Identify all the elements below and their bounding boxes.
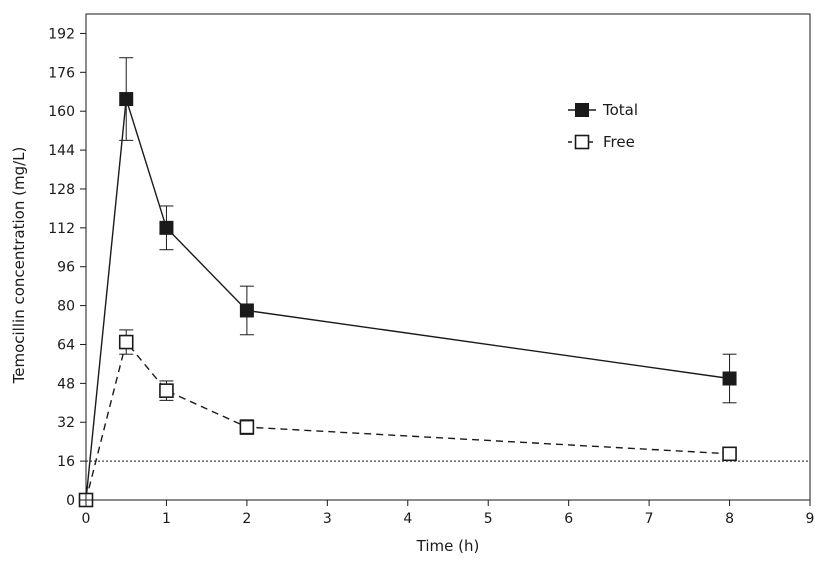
x-tick-label-3: 3 [323,511,332,527]
x-tick-label-2: 2 [242,511,251,527]
x-tick-label-4: 4 [403,511,412,527]
y-tick-label-176: 176 [48,65,75,81]
legend-marker-free [574,134,590,150]
x-tick-label-9: 9 [806,511,815,527]
legend-label-total: Total [602,101,638,119]
y-tick-label-96: 96 [57,260,75,276]
x-axis-label: Time (h) [416,537,480,555]
data-point-total [119,92,134,107]
legend-label-free: Free [603,133,635,151]
plot-frame [85,13,811,501]
series-line-free [85,340,730,501]
data-point-total [239,303,254,318]
y-tick-label-192: 192 [48,26,75,42]
axes-layer: 0 16 32 48 64 80 96 112 128 144 160 176 192 0 1 2 3 4 5 6 7 8… [48,13,815,527]
y-tick-label-32: 32 [57,415,75,431]
data-point-free [239,419,255,435]
legend: Total Free [568,101,638,151]
y-tick-label-48: 48 [57,376,75,392]
x-tick-label-7: 7 [645,511,654,527]
y-tick-label-128: 128 [48,182,75,198]
y-tick-label-160: 160 [48,104,75,120]
y-tick-label-64: 64 [57,337,75,353]
x-tick-label-0: 0 [82,511,91,527]
data-point-free [159,383,174,398]
x-tick-label-6: 6 [564,511,573,527]
data-point-free [118,334,134,350]
series-line-total [85,98,730,501]
data-point-free [722,446,737,462]
x-tick-label-1: 1 [162,511,171,527]
legend-marker-total [575,103,589,117]
data-point-total [722,371,737,386]
data-point-total [159,220,174,235]
y-tick-label-0: 0 [66,493,75,509]
y-tick-label-80: 80 [57,299,75,315]
x-tick-label-8: 8 [725,511,734,527]
y-tick-label-144: 144 [48,143,75,159]
x-tick-label-5: 5 [484,511,493,527]
y-tick-label-16: 16 [57,454,75,470]
y-tick-label-112: 112 [48,221,75,237]
series-layer [78,57,737,508]
y-axis-label: Temocillin concentration (mg/L) [10,147,28,385]
